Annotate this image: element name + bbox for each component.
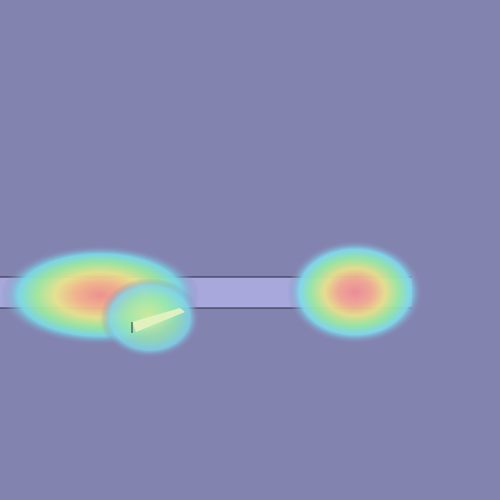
flap [132,308,185,332]
heat-blob [287,240,423,344]
